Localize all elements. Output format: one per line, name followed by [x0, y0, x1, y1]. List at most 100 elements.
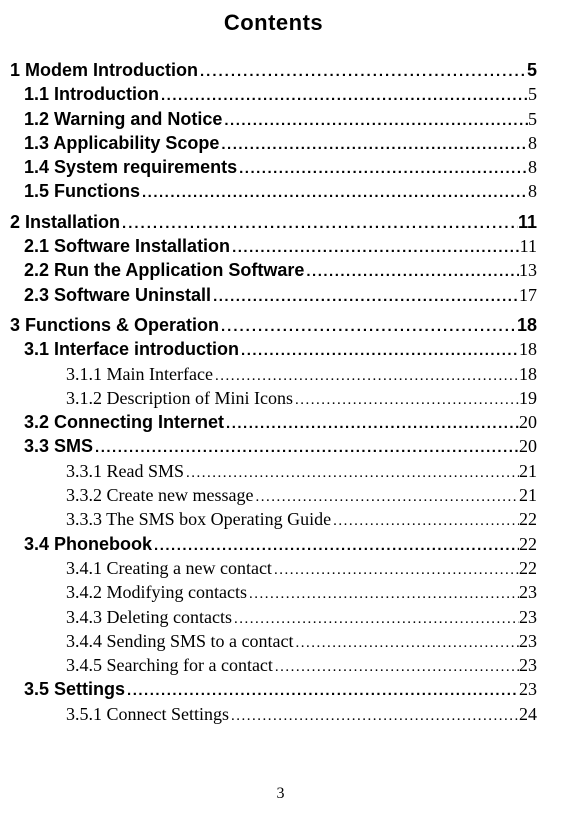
toc-dot-leader [140, 183, 528, 203]
toc-dot-leader [294, 633, 520, 653]
page-number: 3 [0, 785, 561, 803]
toc-entry-page: 21 [519, 459, 537, 483]
toc-entry: 3.4.2 Modifying contacts 23 [66, 580, 537, 604]
toc-dot-leader [232, 609, 519, 629]
toc-entry-page: 22 [519, 532, 537, 556]
toc-entry: 3.4.3 Deleting contacts 23 [66, 605, 537, 629]
toc-dot-leader [224, 414, 519, 434]
toc-entry: 1.2 Warning and Notice5 [24, 107, 537, 131]
toc-entry: 3 Functions & Operation 18 [10, 313, 537, 337]
toc-entry-page: 24 [519, 702, 537, 726]
toc-entry: 3.1.1 Main Interface18 [66, 362, 537, 386]
toc-entry-label: 3.1.1 Main Interface [66, 362, 213, 386]
toc-entry: 3.4.4 Sending SMS to a contact 23 [66, 629, 537, 653]
toc-entry: 3.2 Connecting Internet 20 [24, 410, 537, 434]
toc-entry-page: 23 [519, 677, 537, 701]
toc-entry-page: 23 [519, 580, 537, 604]
toc-entry-label: 2 Installation [10, 210, 120, 234]
toc-dot-leader [247, 584, 519, 604]
toc-dot-leader [125, 681, 519, 701]
toc-entry-label: 1.4 System requirements [24, 155, 237, 179]
toc-entry-page: 22 [519, 556, 537, 580]
toc-dot-leader [272, 560, 519, 580]
toc-entry-label: 3.1.2 Description of Mini Icons [66, 386, 293, 410]
toc-entry: 2 Installation 11 [10, 210, 537, 234]
toc-entry-page: 18 [517, 313, 537, 337]
toc-entry: 3.5.1 Connect Settings24 [66, 702, 537, 726]
toc-entry-page: 18 [519, 337, 537, 361]
toc-entry: 1.3 Applicability Scope 8 [24, 131, 537, 155]
toc-entry-label: 1 Modem Introduction [10, 58, 198, 82]
toc-entry-page: 23 [519, 629, 537, 653]
toc-entry-page: 5 [528, 107, 537, 131]
toc-dot-leader [304, 262, 519, 282]
toc-entry: 3.3.1 Read SMS 21 [66, 459, 537, 483]
toc-dot-leader [237, 159, 528, 179]
toc-entry-label: 3.3.1 Read SMS [66, 459, 184, 483]
toc-entry-page: 8 [528, 179, 537, 203]
toc-entry-label: 2.2 Run the Application Software [24, 258, 304, 282]
toc-entry: 2.1 Software Installation 11 [24, 234, 537, 258]
toc-entry-page: 20 [519, 410, 537, 434]
toc-dot-leader [211, 287, 519, 307]
page: Contents 1 Modem Introduction51.1 Introd… [0, 0, 561, 813]
toc-entry-label: 3.3.2 Create new message [66, 483, 253, 507]
toc-entry: 3.3 SMS20 [24, 434, 537, 458]
toc-entry-label: 3.4.2 Modifying contacts [66, 580, 247, 604]
toc-entry-page: 5 [527, 58, 537, 82]
toc-entry: 1.4 System requirements 8 [24, 155, 537, 179]
toc-entry-label: 1.5 Functions [24, 179, 140, 203]
toc-entry-page: 8 [528, 131, 537, 155]
toc-dot-leader [253, 487, 519, 507]
toc-dot-leader [331, 511, 519, 531]
toc-entry-label: 3.4.4 Sending SMS to a contact [66, 629, 294, 653]
table-of-contents: 1 Modem Introduction51.1 Introduction51.… [10, 58, 537, 726]
toc-dot-leader [219, 135, 528, 155]
toc-entry: 3.5 Settings 23 [24, 677, 537, 701]
toc-entry-label: 2.1 Software Installation [24, 234, 230, 258]
toc-entry-label: 3.3.3 The SMS box Operating Guide [66, 507, 331, 531]
toc-entry-page: 8 [528, 155, 537, 179]
toc-entry: 1.1 Introduction 5 [24, 82, 537, 106]
toc-entry: 1 Modem Introduction 5 [10, 58, 537, 82]
toc-dot-leader [152, 536, 519, 556]
toc-entry-label: 1.1 Introduction [24, 82, 159, 106]
toc-dot-leader [93, 438, 519, 458]
toc-entry: 1.5 Functions 8 [24, 179, 537, 203]
toc-dot-leader [120, 214, 518, 234]
toc-entry-label: 3 Functions & Operation [10, 313, 219, 337]
toc-entry-label: 1.3 Applicability Scope [24, 131, 219, 155]
toc-entry-label: 3.4.3 Deleting contacts [66, 605, 232, 629]
toc-entry: 3.4.1 Creating a new contact 22 [66, 556, 537, 580]
toc-entry: 2.2 Run the Application Software13 [24, 258, 537, 282]
toc-dot-leader [293, 390, 519, 410]
toc-entry-page: 11 [518, 210, 537, 234]
toc-entry: 3.4 Phonebook 22 [24, 532, 537, 556]
toc-dot-leader [213, 366, 519, 386]
toc-dot-leader [222, 111, 528, 131]
toc-entry-page: 22 [519, 507, 537, 531]
toc-entry-label: 3.4.1 Creating a new contact [66, 556, 272, 580]
toc-entry-page: 17 [519, 283, 537, 307]
toc-entry-label: 3.2 Connecting Internet [24, 410, 224, 434]
toc-entry: 2.3 Software Uninstall 17 [24, 283, 537, 307]
toc-dot-leader [273, 657, 519, 677]
toc-entry-label: 3.1 Interface introduction [24, 337, 239, 361]
toc-entry-page: 21 [519, 483, 537, 507]
toc-entry-label: 3.5 Settings [24, 677, 125, 701]
contents-title: Contents [10, 10, 537, 36]
toc-entry: 3.4.5 Searching for a contact23 [66, 653, 537, 677]
toc-entry-label: 2.3 Software Uninstall [24, 283, 211, 307]
toc-dot-leader [239, 341, 519, 361]
toc-entry-page: 23 [519, 605, 537, 629]
toc-entry: 3.3.3 The SMS box Operating Guide 22 [66, 507, 537, 531]
toc-entry-page: 23 [519, 653, 537, 677]
toc-dot-leader [230, 238, 520, 258]
toc-entry-page: 11 [520, 234, 537, 258]
toc-entry: 3.3.2 Create new message 21 [66, 483, 537, 507]
toc-entry-label: 3.4 Phonebook [24, 532, 152, 556]
toc-entry: 3.1.2 Description of Mini Icons19 [66, 386, 537, 410]
toc-entry-page: 5 [528, 82, 537, 106]
toc-entry-label: 3.3 SMS [24, 434, 93, 458]
toc-dot-leader [229, 706, 519, 726]
